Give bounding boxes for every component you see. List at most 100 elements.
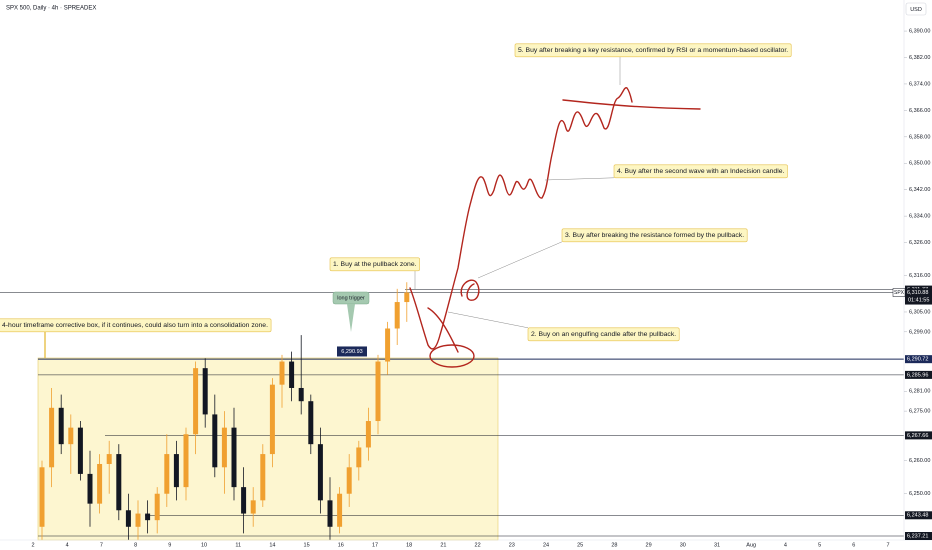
candle-body — [365, 421, 371, 448]
price-tag — [905, 355, 932, 364]
annotation: 5. Buy after breaking a key resistance, … — [518, 47, 788, 54]
breakout-circle — [460, 279, 480, 301]
x-tick-label: 10 — [201, 542, 207, 548]
candle-body — [279, 361, 285, 385]
candle-body — [346, 467, 352, 494]
annotation-box — [0, 318, 272, 333]
x-tick-label: 7 — [886, 542, 889, 548]
x-tick-label: 31 — [714, 542, 720, 548]
x-tick-label: 15 — [304, 542, 310, 548]
annotation-box — [329, 257, 420, 272]
x-tick-label: 11 — [235, 542, 241, 548]
annotation: 3. Buy after breaking the resistance for… — [565, 232, 744, 239]
y-tick-label: 6,350.00 — [909, 161, 930, 167]
candle-body — [202, 368, 208, 415]
annotation-connector — [477, 241, 563, 279]
y-tick-label: 6,382.00 — [909, 55, 930, 61]
candle-body — [337, 493, 343, 527]
y-tick-label: 6,260.00 — [909, 458, 930, 464]
candle-body — [116, 454, 122, 511]
x-tick-label: 21 — [440, 542, 446, 548]
candle-body — [164, 454, 170, 494]
price-tag-label: 6,243.48 — [907, 513, 928, 519]
x-tick-label: 2 — [31, 542, 34, 548]
x-tick-label: 16 — [338, 542, 344, 548]
x-tick-label: 4 — [66, 542, 69, 548]
candle-body — [289, 361, 295, 388]
corrective-box — [37, 357, 499, 541]
candle-body — [39, 467, 45, 527]
x-tick-label: 7 — [100, 542, 103, 548]
candle-body — [241, 487, 247, 514]
trigger-pointer — [347, 304, 355, 332]
price-tag — [905, 370, 932, 379]
x-tick-label: 22 — [475, 542, 481, 548]
candle-body — [145, 513, 151, 521]
candle-body — [394, 302, 400, 329]
annotation-connector — [544, 177, 615, 181]
candle-body — [58, 407, 64, 445]
candle-body — [260, 454, 266, 501]
annotation-box — [527, 327, 680, 342]
x-tick-label: 9 — [168, 542, 171, 548]
candle-body — [97, 463, 103, 504]
x-tick-label: Aug — [746, 542, 756, 548]
pullback-circle — [429, 344, 475, 368]
price-tag-label: 6,310.88 — [907, 290, 928, 296]
price-tag-label: 6,285.96 — [907, 372, 928, 378]
candle-body — [231, 427, 237, 488]
annotation: 4-hour timeframe corrective box, if it c… — [2, 322, 268, 329]
candle-body — [106, 454, 112, 464]
price-tag-label: 6,290.72 — [907, 357, 928, 363]
annotation-box — [514, 43, 792, 58]
x-tick-label: 30 — [680, 542, 686, 548]
y-tick-label: 6,342.00 — [909, 187, 930, 193]
trigger-price: 6,290.93 — [341, 349, 362, 355]
x-tick-label: 6 — [852, 542, 855, 548]
x-tick-label: 24 — [543, 542, 549, 548]
y-tick-label: 6,275.00 — [909, 409, 930, 415]
candle-body — [87, 473, 93, 504]
candle-body — [183, 434, 189, 488]
y-tick-label: 6,316.00 — [909, 273, 930, 279]
x-tick-label: 29 — [646, 542, 652, 548]
x-tick-label: 23 — [509, 542, 515, 548]
candle-body — [327, 500, 333, 527]
candle-body — [49, 407, 55, 468]
annotation-box — [561, 228, 748, 243]
resistance-sketch — [562, 99, 701, 110]
symbol-tag — [892, 288, 906, 297]
x-tick-label: 28 — [611, 542, 617, 548]
price-path-sketch — [409, 87, 633, 350]
candle-body — [250, 500, 256, 514]
annotation-connector — [447, 311, 529, 329]
hand-drawings — [409, 87, 701, 368]
candle-body — [193, 368, 199, 435]
y-tick-label: 6,305.00 — [909, 309, 930, 315]
candle-body — [125, 510, 131, 527]
annotation: 2. Buy on an engulfing candle after the … — [531, 331, 676, 338]
candle-body — [298, 387, 304, 402]
y-tick-label: 6,250.00 — [909, 491, 930, 497]
annotation: 1. Buy at the pullback zone. — [333, 261, 417, 268]
candle-body — [356, 447, 362, 468]
currency-button[interactable] — [905, 2, 927, 16]
y-tick-label: 6,366.00 — [909, 108, 930, 114]
y-tick-label: 6,299.00 — [909, 329, 930, 335]
candle-body — [77, 427, 83, 474]
price-tag-label: 6,267.66 — [907, 433, 928, 439]
trigger-price-box — [337, 346, 367, 357]
price-tag — [905, 511, 932, 520]
currency[interactable]: USD — [910, 7, 922, 13]
annotation-box — [613, 164, 788, 179]
y-tick-label: 6,281.00 — [909, 389, 930, 395]
symbol-tag-label: SPX — [894, 290, 905, 296]
y-tick-label: 6,390.00 — [909, 29, 930, 35]
candle-body — [135, 513, 141, 527]
countdown: 01:41:55 — [908, 297, 929, 303]
candle-body — [221, 427, 227, 468]
candle-body — [269, 384, 275, 455]
candle-body — [385, 328, 391, 362]
candle-body — [404, 292, 410, 303]
